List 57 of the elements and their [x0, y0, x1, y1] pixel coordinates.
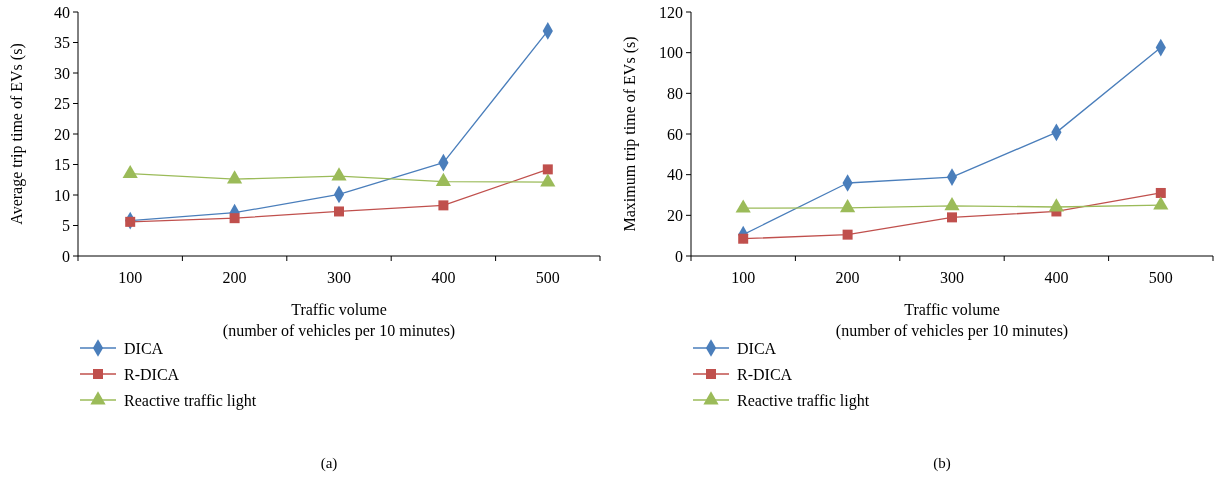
x-tick-label: 500 [535, 269, 560, 286]
x-tick-label: 500 [1148, 269, 1173, 286]
point [125, 216, 136, 227]
legend-label: R-DICA [737, 365, 793, 383]
legend-label: Reactive traffic light [124, 391, 257, 410]
x-tick-label: 200 [835, 269, 860, 286]
point [122, 164, 138, 179]
point [1155, 187, 1166, 198]
point [842, 229, 853, 240]
point [542, 164, 553, 175]
x-tick-label: 300 [327, 269, 351, 286]
legend-label: Reactive traffic light [737, 391, 870, 410]
y-tick-label: 0 [675, 247, 683, 265]
y-tick-label: 40 [54, 3, 70, 21]
point [435, 172, 451, 186]
y-tick-label: 20 [667, 206, 683, 224]
y-tick-label: 40 [667, 166, 683, 184]
y-tick-label: 20 [54, 125, 70, 143]
point [947, 212, 957, 223]
legend-label: DICA [124, 339, 164, 357]
y-tick-label: 30 [54, 64, 70, 82]
point [840, 199, 856, 213]
point [540, 173, 556, 187]
y-tick-label: 80 [667, 84, 683, 102]
text: (b) [933, 455, 951, 472]
y-axis-title: Maximum trip time of EVs (s) [621, 36, 639, 232]
point [229, 213, 240, 224]
point [735, 199, 751, 213]
point [331, 167, 347, 181]
point [738, 233, 749, 244]
y-tick-label: 100 [659, 44, 683, 62]
point [227, 170, 243, 184]
y-axis-title: Average trip time of EVs (s) [8, 43, 26, 225]
x-tick-label: 300 [940, 269, 964, 286]
point [1048, 198, 1064, 212]
x-tick-label: 200 [222, 269, 247, 286]
text: (a) [320, 455, 338, 472]
y-tick-label: 5 [62, 217, 70, 235]
y-tick-label: 0 [62, 247, 70, 265]
y-tick-label: 120 [659, 3, 683, 21]
y-tick-label: 35 [54, 34, 70, 52]
y-tick-label: 10 [54, 186, 70, 204]
point [944, 197, 960, 211]
legend-label: R-DICA [124, 365, 180, 383]
x-axis-title: Traffic volume (number of vehicles per 10 minutes) [835, 301, 1069, 340]
x-tick-label: 400 [431, 269, 456, 286]
x-tick-label: 100 [118, 269, 143, 286]
point [438, 200, 449, 211]
legend-label: DICA [737, 339, 777, 357]
x-tick-label: 100 [731, 269, 756, 286]
point [334, 206, 344, 217]
x-tick-label: 400 [1044, 269, 1069, 286]
y-tick-label: 25 [54, 95, 70, 113]
y-tick-label: 15 [54, 156, 70, 174]
point [1153, 196, 1169, 210]
y-tick-label: 60 [667, 125, 683, 143]
x-axis-title: Traffic volume (number of vehicles per 10 minutes) [222, 301, 456, 340]
